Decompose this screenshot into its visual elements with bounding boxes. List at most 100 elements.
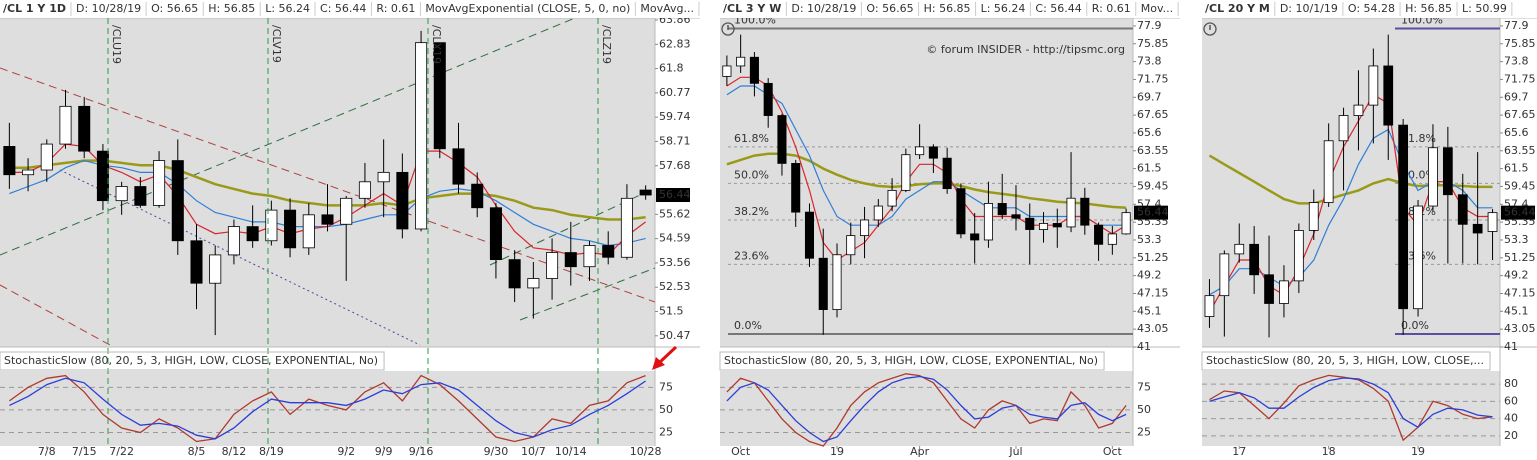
fib-label: 23.6% [734,249,769,262]
x-tick-label: 7/15 [72,445,97,458]
candle-body [115,186,128,202]
y-tick-label: 61.5 [1137,162,1162,175]
y-tick-label: 65.6 [1137,126,1162,139]
header-item: C: 56.44 [320,2,366,15]
y-tick-label: 25 [1137,425,1151,438]
candle-body [983,203,993,241]
candle-body [302,214,315,249]
stochastic-line [9,377,646,440]
trend-line [489,187,655,266]
y-tick-label: 51.25 [1504,251,1536,264]
fib-label: 50.0% [1401,168,1436,181]
y-tick-label: 45.1 [1137,304,1162,317]
y-tick-label: 49.2 [1504,269,1529,282]
x-tick-label: 9/2 [337,445,355,458]
header-item: O: 54.28 [1348,2,1395,15]
candle-body [1368,65,1379,106]
header-item: H: 56.85 [924,2,971,15]
header-item: Mov... [1141,2,1173,15]
candle-body [887,189,897,207]
y-tick-label: 62.83 [659,37,691,50]
candle-body [1338,115,1349,142]
fib-label: 38.2% [734,205,769,218]
header-item: D: 10/28/19 [791,2,856,15]
stochastic-area [720,371,1133,446]
candle-body [59,105,72,145]
y-tick-label: 60.77 [659,86,691,99]
candle-body [763,82,773,116]
header-item: C: 56.44 [1035,2,1081,15]
candle-body [873,205,883,221]
candle-body [1279,280,1289,304]
candle-body [804,211,815,259]
y-tick-label: 71.75 [1137,72,1169,85]
fib-label: 0.0% [1401,319,1429,332]
candle-body [1428,147,1438,207]
candle-body [639,189,652,196]
y-tick-label: 60 [1504,394,1518,407]
candle-body [227,226,240,256]
y-tick-label: 40 [1504,412,1518,425]
candle-body [1457,194,1468,225]
candle-body [1121,212,1131,235]
y-tick-label: 75 [1137,380,1151,393]
candle-body [583,245,596,268]
candle-body [1353,104,1364,116]
header-item: L: 56.24 [981,2,1026,15]
x-tick-label: 19 [1411,445,1425,458]
candle-body [1413,205,1423,310]
y-tick-label: 63.55 [1504,144,1536,157]
header-item: R: 0.61 [376,2,415,15]
candle-body [970,233,980,241]
y-tick-label: 41 [1504,340,1518,353]
candle-body [602,245,615,258]
x-tick-label: 17 [1232,445,1246,458]
candle-body [1219,253,1230,297]
x-tick-label: Oct [731,445,751,458]
header-item: D: 10/28/19 [76,2,141,15]
header-bar [1202,0,1537,18]
y-tick-label: 20 [1504,429,1518,442]
candle-body [209,254,222,284]
candle-body [1107,233,1117,245]
header-item: /CL 20 Y M [1205,2,1270,15]
candle-body [134,186,147,206]
candle-body [1487,212,1498,232]
y-tick-label: 54.59 [659,232,691,245]
candle-body [942,157,952,190]
candle-body [620,197,633,258]
candle-body [452,148,465,185]
candle-body [846,235,856,256]
y-tick-label: 59.45 [1504,179,1536,192]
last-price-label: 56.44 [1137,206,1169,219]
header-item: O: 56.65 [866,2,913,15]
x-tick-label: Apr [910,445,930,458]
candle-body [1308,202,1319,231]
candle-body [915,146,925,156]
y-tick-label: 63.55 [1137,144,1169,157]
x-tick-label: 18 [1322,445,1336,458]
plot-area [0,18,655,347]
candle-body [78,105,91,152]
candle-body [901,154,911,191]
candle-body [1011,214,1021,219]
header-bar [720,0,1180,18]
candle-body [1293,230,1304,282]
fib-label: 50.0% [734,168,769,181]
fib-label: 100.0% [734,14,776,27]
x-tick-label: Jul [1008,445,1022,458]
plot-layer [0,18,655,346]
y-tick-label: 77.9 [1504,19,1529,32]
header-item: H: 56.85 [1405,2,1452,15]
y-tick-label: 55.62 [659,207,691,220]
header-item: O: 56.65 [151,2,198,15]
stochastic-title-box [0,351,385,371]
x-tick-label: 10/28 [630,445,662,458]
header-item: /CL 1 Y 1D [3,2,66,15]
expiry-label: /CLZ19 [600,25,613,64]
y-tick-label: 67.65 [1504,108,1536,121]
y-tick-label: 49.2 [1137,269,1162,282]
candle-body [471,183,484,209]
alert-icon [721,22,735,36]
stochastic-title: StochasticSlow (80, 20, 5, 3, HIGH, LOW,… [4,354,378,367]
